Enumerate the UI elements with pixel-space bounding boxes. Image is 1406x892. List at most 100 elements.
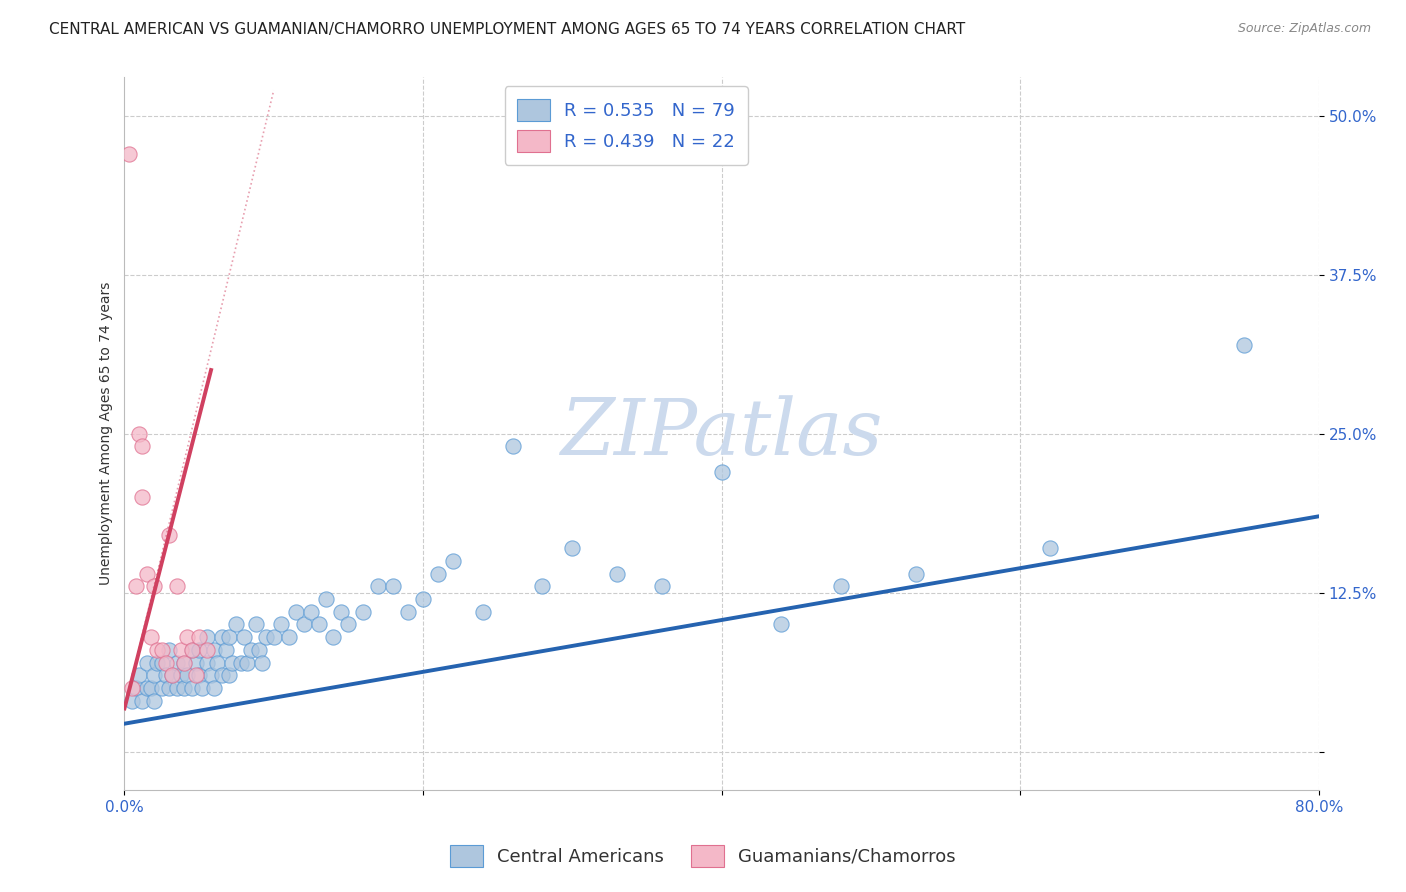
Point	[245, 617, 267, 632]
Point	[247, 643, 270, 657]
Point	[191, 681, 214, 695]
Point	[131, 439, 153, 453]
Point	[561, 541, 583, 555]
Point	[125, 579, 148, 593]
Point	[180, 643, 202, 657]
Point	[146, 643, 169, 657]
Point	[225, 617, 247, 632]
Point	[285, 605, 308, 619]
Point	[170, 643, 193, 657]
Point	[173, 656, 195, 670]
Point	[337, 617, 360, 632]
Point	[157, 681, 180, 695]
Point	[770, 617, 793, 632]
Text: Source: ZipAtlas.com: Source: ZipAtlas.com	[1237, 22, 1371, 36]
Point	[180, 681, 202, 695]
Point	[135, 681, 157, 695]
Text: ZIPatlas: ZIPatlas	[561, 395, 883, 472]
Point	[188, 630, 211, 644]
Point	[128, 426, 150, 441]
Point	[315, 592, 337, 607]
Point	[367, 579, 389, 593]
Point	[157, 528, 180, 542]
Point	[232, 630, 254, 644]
Point	[135, 656, 157, 670]
Point	[292, 617, 315, 632]
Point	[830, 579, 852, 593]
Point	[166, 656, 188, 670]
Point	[184, 668, 207, 682]
Point	[205, 656, 228, 670]
Point	[299, 605, 322, 619]
Legend: R = 0.535   N = 79, R = 0.439   N = 22: R = 0.535 N = 79, R = 0.439 N = 22	[505, 87, 748, 165]
Point	[202, 643, 225, 657]
Text: CENTRAL AMERICAN VS GUAMANIAN/CHAMORRO UNEMPLOYMENT AMONG AGES 65 TO 74 YEARS CO: CENTRAL AMERICAN VS GUAMANIAN/CHAMORRO U…	[49, 22, 966, 37]
Legend: Central Americans, Guamanians/Chamorros: Central Americans, Guamanians/Chamorros	[443, 838, 963, 874]
Point	[118, 146, 141, 161]
Point	[606, 566, 628, 581]
Point	[141, 681, 163, 695]
Point	[141, 630, 163, 644]
Point	[263, 630, 285, 644]
Point	[128, 668, 150, 682]
Point	[170, 668, 193, 682]
Point	[396, 605, 419, 619]
Point	[215, 643, 238, 657]
Point	[195, 656, 218, 670]
Point	[221, 656, 243, 670]
Point	[200, 668, 222, 682]
Point	[150, 681, 173, 695]
Point	[236, 656, 259, 670]
Point	[211, 630, 233, 644]
Y-axis label: Unemployment Among Ages 65 to 74 years: Unemployment Among Ages 65 to 74 years	[100, 282, 114, 585]
Point	[121, 681, 143, 695]
Point	[329, 605, 352, 619]
Point	[322, 630, 344, 644]
Point	[502, 439, 524, 453]
Point	[131, 694, 153, 708]
Point	[218, 668, 240, 682]
Point	[531, 579, 554, 593]
Point	[143, 579, 166, 593]
Point	[426, 566, 449, 581]
Point	[202, 681, 225, 695]
Point	[710, 465, 733, 479]
Point	[180, 643, 202, 657]
Point	[143, 694, 166, 708]
Point	[135, 566, 157, 581]
Point	[254, 630, 277, 644]
Point	[240, 643, 263, 657]
Point	[155, 656, 177, 670]
Point	[188, 643, 211, 657]
Point	[125, 681, 148, 695]
Point	[173, 656, 195, 670]
Point	[211, 668, 233, 682]
Point	[471, 605, 494, 619]
Point	[188, 668, 211, 682]
Point	[1233, 337, 1256, 351]
Point	[150, 656, 173, 670]
Point	[441, 554, 464, 568]
Point	[1039, 541, 1062, 555]
Point	[412, 592, 434, 607]
Point	[176, 630, 198, 644]
Point	[277, 630, 299, 644]
Point	[146, 656, 169, 670]
Point	[131, 490, 153, 504]
Point	[162, 668, 184, 682]
Point	[166, 579, 188, 593]
Point	[166, 681, 188, 695]
Point	[173, 681, 195, 695]
Point	[270, 617, 292, 632]
Point	[352, 605, 374, 619]
Point	[651, 579, 673, 593]
Point	[308, 617, 330, 632]
Point	[250, 656, 273, 670]
Point	[121, 694, 143, 708]
Point	[162, 668, 184, 682]
Point	[157, 643, 180, 657]
Point	[904, 566, 927, 581]
Point	[176, 668, 198, 682]
Point	[184, 656, 207, 670]
Point	[218, 630, 240, 644]
